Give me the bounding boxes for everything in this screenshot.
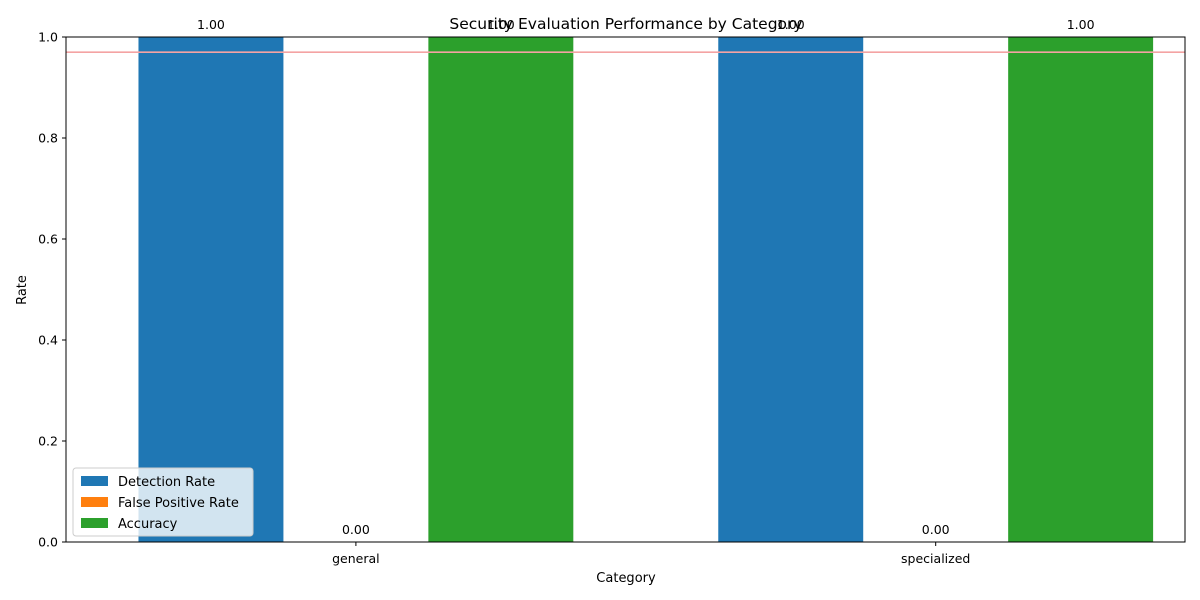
data-label-false-positive-rate-general: 0.00 (342, 522, 370, 537)
bar-detection-rate-general (138, 37, 284, 542)
data-labels: 1.00 1.00 0.00 0.00 1.00 1.00 (197, 17, 1095, 537)
x-axis: general specialized (332, 542, 970, 566)
y-tick-label: 1.0 (38, 30, 58, 45)
bar-detection-rate-specialized (718, 37, 864, 542)
legend-label-false-positive-rate: False Positive Rate (118, 496, 239, 511)
legend: Detection Rate False Positive Rate Accurac… (72, 467, 254, 537)
y-tick-label: 0.2 (38, 434, 58, 449)
x-axis-label: Category (596, 571, 656, 586)
y-axis-label: Rate (15, 275, 30, 305)
y-tick-label: 0.6 (38, 232, 58, 247)
legend-label-detection-rate: Detection Rate (118, 475, 215, 490)
data-label-accuracy-specialized: 1.00 (1067, 17, 1095, 32)
data-label-detection-rate-general: 1.00 (197, 17, 225, 32)
chart-title: Security Evaluation Performance by Categ… (449, 15, 802, 33)
x-tick-label-specialized: specialized (901, 551, 970, 566)
legend-swatch-accuracy (81, 518, 108, 528)
legend-label-accuracy: Accuracy (118, 517, 178, 532)
legend-box (72, 467, 254, 537)
legend-swatch-detection-rate (81, 476, 108, 486)
x-tick-label-general: general (332, 551, 380, 566)
y-tick-label: 0.0 (38, 535, 58, 550)
data-label-accuracy-general: 1.00 (487, 17, 515, 32)
y-tick-label: 0.4 (38, 333, 58, 348)
axes-frame (65, 36, 1186, 543)
legend-swatch-false-positive-rate (81, 497, 108, 507)
data-label-detection-rate-specialized: 1.00 (777, 17, 805, 32)
bar-accuracy-specialized (1008, 37, 1154, 542)
plot-area (66, 37, 1185, 542)
data-label-false-positive-rate-specialized: 0.00 (922, 522, 950, 537)
bar-accuracy-general (428, 37, 574, 542)
y-axis: 0.0 0.2 0.4 0.6 0.8 1.0 (38, 30, 66, 550)
y-tick-label: 0.8 (38, 131, 58, 146)
